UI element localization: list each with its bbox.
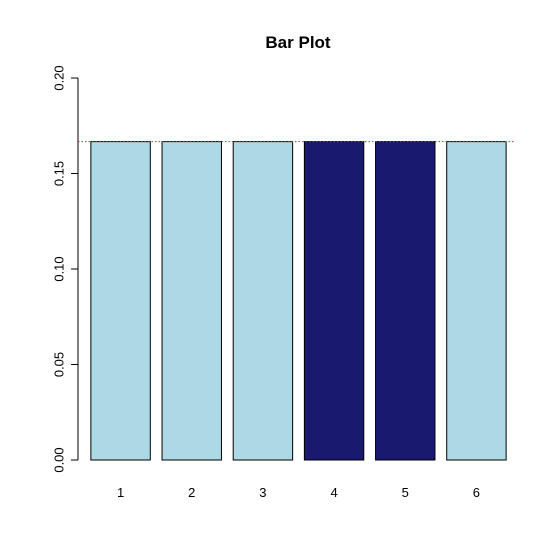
bar-4 [303,141,365,461]
chart-title: Bar Plot [265,33,331,52]
x-tick-label: 5 [402,485,409,500]
y-tick-label: 0.15 [51,161,66,186]
x-tick-label: 1 [117,485,124,500]
bar-6 [446,141,507,461]
bar-5 [375,141,436,461]
x-axis-labels: 1 2 3 4 5 6 [117,485,480,500]
x-tick-label: 2 [188,485,195,500]
y-axis: 0.00 0.05 0.10 0.15 0.20 [51,65,79,473]
bar-1 [90,141,151,461]
bar-2 [161,141,222,461]
x-tick-label: 6 [473,485,480,500]
bar-3 [232,141,294,461]
y-tick-label: 0.00 [51,447,66,472]
y-tick-label: 0.10 [51,256,66,281]
y-tick-label: 0.05 [51,352,66,377]
x-tick-label: 3 [259,485,266,500]
y-tick-label: 0.20 [51,65,66,90]
x-tick-label: 4 [330,485,337,500]
bars [90,141,507,461]
